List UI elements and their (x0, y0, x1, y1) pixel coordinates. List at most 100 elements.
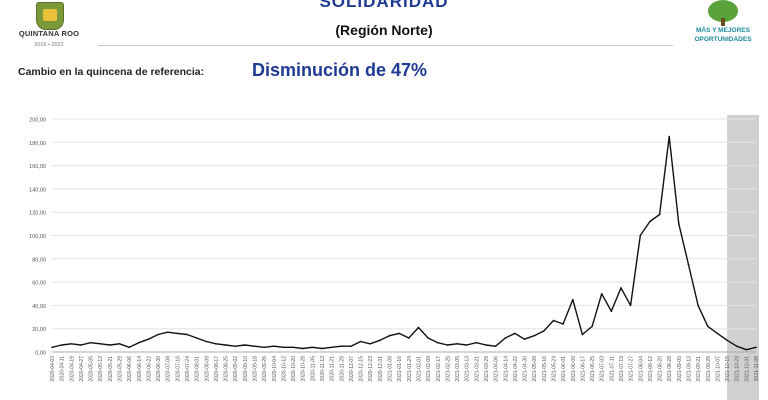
data-point (70, 343, 73, 345)
data-point (109, 344, 111, 346)
header-divider (98, 45, 673, 46)
data-point (610, 310, 613, 312)
data-point (591, 325, 593, 328)
x-tick-label: 2020-04-11 (60, 356, 66, 381)
x-tick-label: 2020-06-06 (127, 356, 133, 382)
data-point (658, 213, 661, 216)
x-tick-label: 2021-07-27 (629, 356, 635, 382)
data-point (51, 346, 53, 349)
x-tick-label: 2020-12-31 (378, 356, 384, 382)
x-tick-label: 2021-09-05 (677, 356, 683, 382)
data-point (408, 337, 410, 339)
x-tick-label: 2020-10-20 (291, 356, 297, 382)
x-tick-label: 2021-02-25 (445, 356, 451, 382)
data-point (552, 319, 555, 322)
data-point (321, 347, 323, 350)
data-point (745, 348, 748, 351)
data-point (398, 332, 401, 335)
y-tick-label: 200,00 (29, 118, 46, 124)
x-tick-label: 2020-10-04 (272, 356, 278, 382)
logo-right-line2: OPORTUNIDADES (694, 36, 752, 43)
x-tick-label: 2020-06-14 (137, 356, 143, 382)
tree-icon (708, 0, 738, 22)
data-point (118, 343, 121, 345)
data-point (600, 293, 603, 295)
data-point (437, 341, 439, 344)
x-tick-label: 2020-09-26 (262, 356, 268, 382)
data-point (157, 333, 159, 336)
data-point (639, 234, 642, 237)
x-tick-label: 2020-04-03 (50, 356, 56, 382)
data-point (427, 337, 429, 339)
data-point (80, 344, 82, 346)
data-point (668, 135, 670, 138)
x-tick-label: 2020-09-18 (253, 356, 259, 382)
data-point (369, 343, 372, 345)
data-point (514, 332, 516, 335)
data-point (543, 330, 545, 332)
x-tick-label: 2021-02-01 (416, 356, 422, 382)
x-tick-label: 2020-07-24 (185, 356, 191, 382)
x-tick-label: 2020-05-13 (98, 356, 104, 382)
x-tick-label: 2021-11-08 (754, 356, 760, 381)
data-point (379, 339, 381, 342)
x-tick-label: 2020-05-21 (108, 356, 114, 382)
data-point (388, 334, 391, 337)
y-tick-label: 0,00 (35, 351, 46, 357)
data-point (446, 344, 449, 346)
data-point (678, 223, 680, 225)
x-tick-label: 2021-02-09 (426, 356, 432, 382)
x-tick-label: 2020-04-19 (69, 356, 75, 382)
change-value: Disminución de 47% (252, 60, 428, 80)
logo-left-years: 2016 • 2022 (34, 42, 64, 48)
data-point (253, 345, 256, 347)
x-tick-label: 2021-09-13 (686, 356, 692, 382)
x-tick-label: 2020-06-22 (146, 356, 152, 382)
line-chart: 0,00 20,00 40,00 60,00 80,00 100,00 120,00 140,… (29, 115, 760, 400)
x-tick-label: 2020-12-23 (368, 356, 374, 382)
data-point (629, 304, 632, 307)
x-tick-label: 2021-04-06 (494, 356, 500, 382)
x-tick-label: 2021-03-13 (465, 356, 471, 382)
data-point (494, 345, 497, 347)
data-point (417, 326, 420, 329)
x-tick-label: 2020-04-27 (79, 356, 85, 382)
x-tick-label: 2020-07-08 (166, 356, 172, 382)
x-tick-label: 2021-03-21 (474, 356, 480, 382)
data-point (475, 341, 478, 344)
x-tick-label: 2021-10-31 (744, 356, 750, 382)
data-point (340, 345, 343, 347)
x-tick-label: 2021-03-05 (455, 356, 461, 382)
y-tick-label: 20,00 (32, 327, 46, 333)
data-point (215, 343, 217, 345)
data-point (581, 333, 584, 336)
x-tick-label: 2021-04-30 (523, 356, 529, 382)
oportunidades-logo: MÁS Y MEJORES OPORTUNIDADES (688, 0, 758, 50)
data-point (755, 346, 757, 349)
x-tick-label: 2021-09-21 (696, 356, 702, 382)
x-tick-label: 2020-08-01 (195, 356, 201, 382)
x-tick-label: 2020-09-10 (243, 356, 249, 382)
tree-trunk (721, 18, 725, 26)
x-tick-label: 2021-01-08 (388, 356, 394, 382)
x-tick-label: 2020-08-17 (214, 356, 220, 382)
y-tick-label: 80,00 (32, 257, 46, 263)
x-tick-label: 2021-08-12 (648, 356, 654, 382)
data-point (504, 337, 507, 339)
y-tick-label: 180,00 (29, 141, 46, 147)
x-tick-label: 2021-06-25 (590, 356, 596, 382)
data-point (735, 345, 738, 347)
y-tick-label: 160,00 (29, 164, 46, 170)
data-point (697, 304, 699, 307)
x-tick-label: 2021-05-08 (532, 356, 538, 382)
x-tick-label: 2021-05-16 (542, 356, 548, 382)
data-point (533, 334, 535, 337)
x-tick-label: 2020-10-12 (281, 356, 287, 382)
x-tick-label: 2021-06-01 (561, 356, 567, 382)
data-point (186, 333, 188, 336)
x-tick-label: 2021-08-20 (658, 356, 664, 382)
data-point (562, 323, 564, 325)
data-point (330, 346, 333, 349)
data-point (205, 340, 208, 343)
change-label: Cambio en la quincena de referencia: (18, 66, 205, 78)
